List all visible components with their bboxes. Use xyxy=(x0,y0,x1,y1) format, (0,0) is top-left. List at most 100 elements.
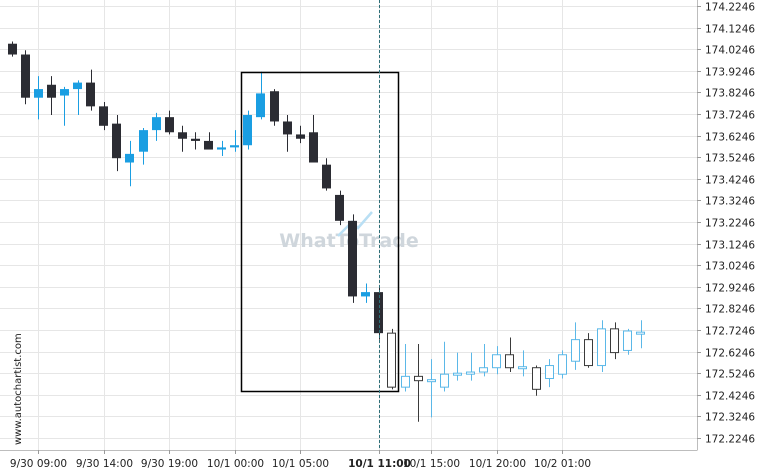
candle xyxy=(47,76,56,115)
candle-body xyxy=(256,93,265,118)
candle xyxy=(466,352,475,381)
candle xyxy=(204,132,213,150)
candle xyxy=(165,110,174,135)
candle-body xyxy=(545,365,554,380)
candle xyxy=(283,114,292,152)
candle xyxy=(492,346,501,375)
candle xyxy=(636,320,645,349)
y-tick-label: 173.9246 xyxy=(705,67,755,79)
candle xyxy=(440,341,449,392)
candle-body xyxy=(414,375,423,382)
candle-body xyxy=(125,153,134,163)
pattern-overlay xyxy=(240,0,400,450)
candle-body xyxy=(348,220,357,297)
candle-body xyxy=(466,371,475,375)
candle xyxy=(34,76,43,120)
y-tick-label: 173.4246 xyxy=(705,175,755,187)
candle xyxy=(60,86,69,126)
candle xyxy=(21,50,30,105)
candle xyxy=(427,359,436,418)
x-tick-label: 10/1 05:00 xyxy=(272,458,329,470)
y-tick-label: 172.5246 xyxy=(705,369,755,381)
candle-body xyxy=(610,328,619,354)
y-axis: 174.2246 174.1246 174.0246 173.9246 173.8246… xyxy=(697,2,755,446)
candle-body xyxy=(230,145,239,148)
candle-body xyxy=(8,43,17,55)
candle-body xyxy=(178,132,187,139)
candle xyxy=(414,343,423,422)
candle-body xyxy=(217,147,226,150)
candle-body xyxy=(387,332,396,388)
candle xyxy=(112,114,121,172)
x-tick-label: 9/30 19:00 xyxy=(141,458,198,470)
y-tick-label: 173.0246 xyxy=(705,261,755,273)
candle xyxy=(73,80,82,115)
candle xyxy=(178,125,187,152)
candle xyxy=(374,285,383,340)
candle xyxy=(518,350,527,377)
x-tick-label: 10/2 01:00 xyxy=(534,458,591,470)
candle xyxy=(296,125,305,144)
y-tick-label: 173.8246 xyxy=(705,88,755,100)
candle xyxy=(597,320,606,373)
candle-body xyxy=(532,367,541,390)
candle xyxy=(401,343,410,392)
candle-body xyxy=(139,130,148,152)
candle-body xyxy=(270,91,279,122)
x-tick-label: 10/1 11:00 xyxy=(348,458,411,470)
candle-body xyxy=(112,123,121,159)
candle xyxy=(191,132,200,150)
candle xyxy=(86,69,95,111)
candle xyxy=(505,337,514,373)
x-tick-label: 9/30 09:00 xyxy=(10,458,67,470)
y-tick-label: 173.3246 xyxy=(705,196,755,208)
candle-body xyxy=(283,121,292,135)
candle xyxy=(322,158,331,191)
candle-body xyxy=(479,367,488,373)
candle-body xyxy=(99,106,108,126)
candle-body xyxy=(597,328,606,367)
candle-body xyxy=(623,330,632,351)
candle-body xyxy=(21,54,30,98)
candle-body xyxy=(374,292,383,334)
candle xyxy=(545,359,554,388)
y-tick-label: 173.5246 xyxy=(705,153,755,165)
candle-body xyxy=(440,373,449,388)
y-tick-label: 172.6246 xyxy=(705,348,755,360)
candle xyxy=(256,71,265,120)
candle-body xyxy=(427,379,436,383)
candle xyxy=(584,333,593,368)
candle-body xyxy=(492,354,501,369)
y-tick-label: 174.0246 xyxy=(705,45,755,57)
candle-body xyxy=(636,331,645,335)
candle-body xyxy=(335,194,344,221)
candle-body xyxy=(518,366,527,370)
candle-body xyxy=(584,339,593,367)
candle xyxy=(571,322,580,370)
candle xyxy=(479,343,488,377)
candle-body xyxy=(361,292,370,297)
candle xyxy=(532,365,541,396)
y-tick-label: 174.2246 xyxy=(705,2,755,14)
candle xyxy=(309,114,318,163)
candle xyxy=(139,127,148,165)
candle xyxy=(348,214,357,303)
candle-body xyxy=(47,84,56,98)
y-tick-label: 172.4246 xyxy=(705,391,755,403)
y-tick-label: 172.2246 xyxy=(705,434,755,446)
y-tick-label: 174.1246 xyxy=(705,24,755,36)
candle-body xyxy=(296,134,305,139)
candle xyxy=(8,41,17,57)
x-tick-label: 10/1 20:00 xyxy=(469,458,526,470)
candle-body xyxy=(558,354,567,375)
y-tick-label: 172.3246 xyxy=(705,412,755,424)
candle xyxy=(558,350,567,379)
candle-body xyxy=(34,89,43,98)
x-tick-label: 10/1 15:00 xyxy=(403,458,460,470)
candle xyxy=(453,352,462,381)
y-tick-label: 173.1246 xyxy=(705,240,755,252)
candles xyxy=(8,41,645,422)
candle-body xyxy=(243,114,252,146)
candle xyxy=(243,110,252,150)
